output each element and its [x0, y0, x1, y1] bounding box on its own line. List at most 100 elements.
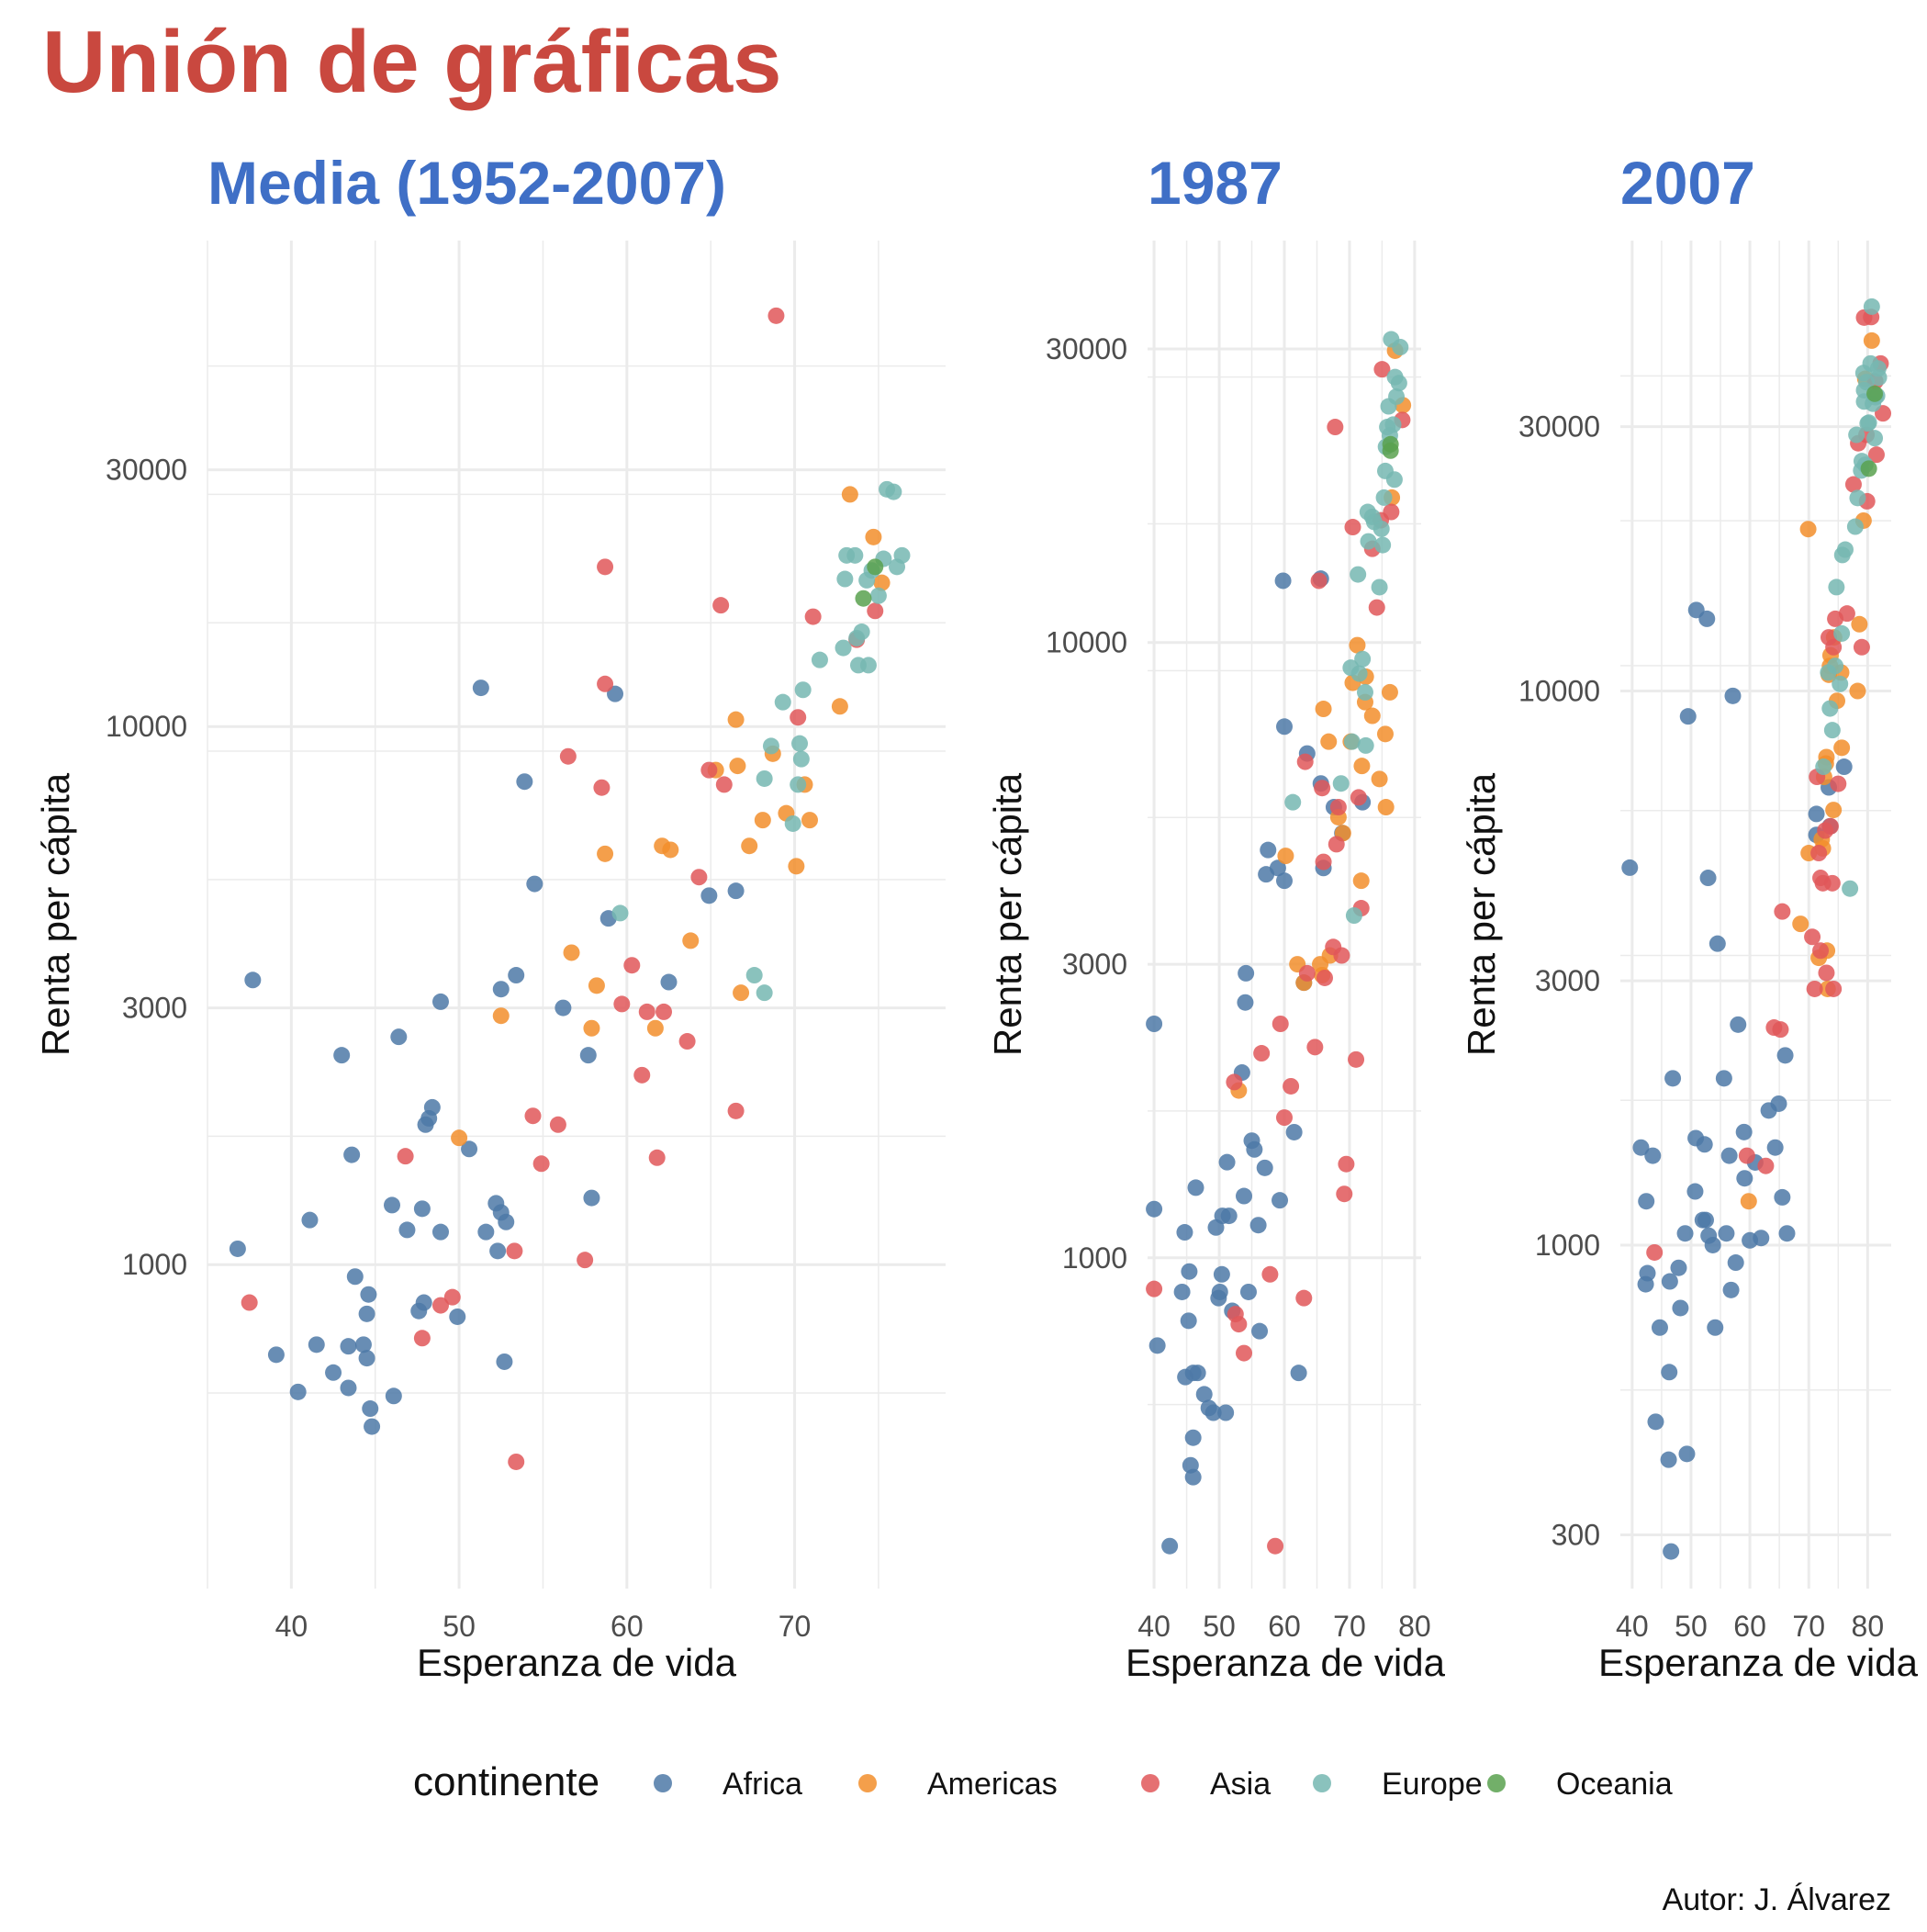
- data-point: [1204, 1404, 1222, 1421]
- data-point: [893, 546, 911, 564]
- data-point: [1336, 1185, 1353, 1203]
- data-point: [597, 675, 614, 692]
- data-point: [1314, 780, 1331, 797]
- data-point: [1849, 682, 1866, 700]
- data-point: [1647, 1413, 1664, 1431]
- data-point: [508, 967, 525, 984]
- data-point: [532, 1155, 550, 1173]
- legend-label: Africa: [723, 1767, 802, 1802]
- data-point: [1285, 1123, 1303, 1140]
- series-oceania: [1860, 385, 1884, 477]
- data-point: [1638, 1193, 1655, 1210]
- data-point: [1253, 1045, 1271, 1062]
- data-point: [1276, 872, 1293, 890]
- data-point: [1715, 1070, 1732, 1087]
- data-point: [1363, 707, 1381, 724]
- series-europe: [611, 480, 911, 1002]
- x-tick-label: 40: [1137, 1610, 1171, 1643]
- data-point: [1230, 1316, 1248, 1333]
- data-point: [1333, 947, 1350, 964]
- data-point: [1718, 1225, 1735, 1242]
- chart-panel-1: 40 50 60 70 1000 3000 10000 30000 Media (1952-20…: [34, 149, 946, 1684]
- data-point: [431, 1297, 449, 1314]
- series-americas: [451, 486, 891, 1147]
- series-asia: [241, 307, 884, 1470]
- legend-swatch: [1141, 1774, 1160, 1792]
- series-oceania: [1382, 435, 1399, 459]
- data-point: [853, 623, 870, 641]
- data-point: [646, 1019, 664, 1037]
- legend-swatch: [1487, 1774, 1506, 1792]
- data-point: [1870, 369, 1888, 387]
- legend-label: Oceania: [1556, 1767, 1673, 1802]
- data-point: [1851, 615, 1868, 633]
- data-point: [1260, 841, 1277, 859]
- data-point: [1661, 1364, 1678, 1381]
- data-point: [1821, 817, 1839, 835]
- data-point: [756, 769, 773, 787]
- data-point: [301, 1211, 319, 1229]
- data-point: [1350, 566, 1367, 583]
- panel-title: 2007: [1620, 149, 1755, 217]
- y-axis-label: Renta per cápita: [1460, 772, 1503, 1056]
- data-point: [1373, 361, 1391, 378]
- data-point: [364, 1418, 381, 1435]
- data-point: [1388, 388, 1406, 405]
- data-point: [413, 1330, 431, 1347]
- data-point: [597, 558, 614, 576]
- data-point: [867, 602, 884, 620]
- y-tick-label: 3000: [1062, 948, 1127, 981]
- data-point: [1753, 1230, 1770, 1247]
- data-point: [1345, 907, 1362, 925]
- legend-swatch: [654, 1774, 672, 1792]
- data-point: [846, 546, 864, 564]
- x-tick-label: 50: [1203, 1610, 1236, 1643]
- data-point: [1383, 503, 1400, 521]
- data-point: [1184, 1468, 1202, 1486]
- data-point: [801, 812, 818, 829]
- data-point: [308, 1336, 325, 1354]
- data-point: [1686, 1183, 1704, 1200]
- data-point: [1825, 638, 1843, 656]
- data-point: [1184, 1429, 1202, 1446]
- data-point: [1329, 799, 1347, 816]
- data-point: [1246, 1140, 1263, 1158]
- data-point: [794, 681, 812, 699]
- x-tick-label: 40: [1616, 1610, 1649, 1643]
- data-point: [354, 1336, 372, 1354]
- data-point: [1239, 1283, 1257, 1300]
- data-point: [549, 1116, 566, 1133]
- data-point: [415, 1294, 432, 1311]
- data-point: [241, 1294, 258, 1311]
- data-point: [346, 1268, 364, 1286]
- data-point: [1310, 572, 1328, 590]
- figure-title: Unión de gráficas: [42, 13, 782, 111]
- data-point: [1738, 1147, 1755, 1164]
- data-point: [1724, 687, 1742, 704]
- legend-title: continente: [413, 1759, 599, 1804]
- data-point: [700, 887, 718, 904]
- data-point: [1217, 1404, 1235, 1421]
- data-point: [811, 651, 828, 668]
- x-tick-label: 50: [1675, 1610, 1708, 1643]
- data-point: [1661, 1273, 1678, 1290]
- chart-panel-2: 40 50 60 70 80 1000 3000 10000 30000 1987 Esperanz…: [986, 149, 1446, 1684]
- data-point: [597, 845, 614, 862]
- data-point: [1320, 733, 1338, 750]
- data-point: [492, 1007, 510, 1025]
- data-point: [1830, 775, 1847, 792]
- data-point: [1338, 1155, 1355, 1173]
- data-point: [1276, 1109, 1293, 1127]
- data-point: [1277, 848, 1294, 865]
- data-point: [1295, 1289, 1313, 1307]
- data-point: [660, 973, 678, 991]
- data-point: [1736, 1170, 1753, 1187]
- data-point: [451, 1129, 468, 1147]
- data-point: [1272, 1016, 1289, 1033]
- data-point: [1283, 1077, 1300, 1095]
- data-point: [1774, 903, 1791, 920]
- series-africa: [1621, 601, 1853, 1560]
- data-point: [1833, 739, 1851, 757]
- data-point: [431, 1223, 449, 1241]
